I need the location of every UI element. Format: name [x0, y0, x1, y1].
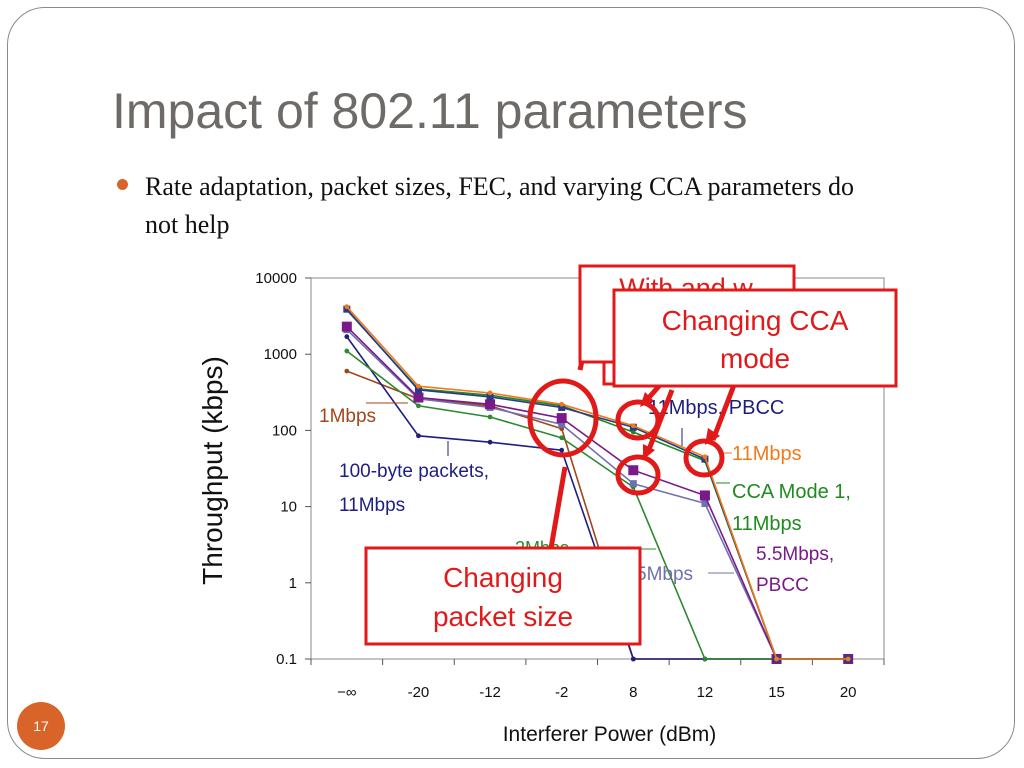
callout-arrow: [710, 384, 737, 441]
series-annotation: 11Mbps: [732, 513, 802, 535]
slide-frame: [7, 7, 1015, 759]
y-tick-label: 10: [280, 499, 297, 516]
highlight-circle: [527, 378, 599, 458]
x-tick-label: 8: [629, 684, 637, 701]
data-point: [702, 656, 708, 662]
callout-arrow: [546, 466, 568, 561]
data-point: [628, 465, 639, 476]
arrow-head: [705, 428, 720, 445]
series-annotation: 5Mbps: [636, 564, 693, 585]
data-point: [629, 480, 637, 488]
series-annotation: 11Mbps, PBCC: [648, 397, 784, 419]
data-point: [699, 490, 710, 501]
series-annotation: 11Mbps: [339, 495, 405, 516]
bullet-dot: [117, 179, 128, 190]
data-point: [416, 433, 421, 439]
series-line: [346, 350, 849, 660]
data-point: [341, 321, 352, 332]
x-tick-label: 15: [768, 684, 785, 701]
series-annotation: 5.5Mbps,: [756, 544, 834, 565]
series-line: [346, 326, 849, 660]
data-point: [344, 334, 350, 340]
callout-arrow: [645, 389, 675, 453]
data-point: [559, 447, 565, 453]
series-annotation: 11Mbps: [732, 443, 802, 465]
data-point: [630, 423, 636, 429]
data-point: [487, 414, 493, 420]
callout-cca-mode-line2: mode: [720, 343, 790, 374]
callout-cca-mode-line1: Changing CCA: [662, 305, 849, 336]
data-point: [413, 392, 424, 403]
arrow-head: [643, 444, 655, 460]
page-number-badge: 17: [17, 702, 65, 750]
x-axis-title: Interferer Power (dBm): [503, 723, 717, 746]
x-tick-label: 12: [697, 684, 714, 701]
highlight-circle: [683, 438, 725, 478]
data-point: [486, 393, 494, 401]
data-point: [344, 368, 350, 374]
data-point: [344, 304, 350, 310]
y-axis-title: Throughput (kbps): [197, 356, 228, 585]
x-tick-label: −∞: [337, 684, 357, 701]
y-tick-label: 10000: [255, 270, 297, 287]
bullet-text: Rate adaptation, packet sizes, FEC, and …: [145, 172, 855, 239]
data-point: [416, 403, 421, 409]
highlight-circle: [615, 454, 661, 496]
slide-title: Impact of 802.11 parameters: [112, 83, 748, 139]
data-point: [485, 399, 496, 410]
data-point: [487, 439, 493, 445]
x-tick-label: -2: [555, 684, 568, 701]
data-point: [344, 348, 350, 354]
data-point: [558, 420, 566, 428]
data-point: [559, 401, 565, 407]
data-point: [414, 386, 422, 394]
data-point: [630, 429, 636, 435]
arrow-head: [640, 392, 654, 407]
data-point: [343, 305, 351, 313]
y-tick-label: 1: [289, 575, 297, 592]
x-tick-label: -12: [479, 684, 501, 701]
callout-packet-size-box: [364, 546, 642, 646]
x-tick-label: 20: [840, 684, 857, 701]
data-point: [558, 403, 566, 411]
data-point: [845, 656, 851, 662]
callout-packet-size-line2: packet size: [433, 601, 573, 632]
data-point: [416, 383, 421, 389]
data-point: [630, 656, 636, 662]
series-annotation: CCA Mode 1,: [732, 481, 851, 503]
y-tick-label: 0.1: [276, 651, 297, 668]
series-annotation: 100-byte packets,: [339, 461, 489, 482]
y-tick-label: 1000: [264, 346, 297, 363]
data-point: [559, 435, 565, 441]
data-point: [487, 390, 493, 396]
data-point: [702, 454, 708, 460]
y-tick-label: 100: [272, 422, 297, 439]
data-point: [701, 499, 709, 507]
data-point: [774, 656, 779, 662]
data-point: [556, 413, 567, 424]
x-tick-label: -20: [408, 684, 430, 701]
callout-cca-mode-box: [612, 288, 898, 388]
series-annotation: PBCC: [756, 575, 809, 596]
series-annotation: 1Mbps: [319, 406, 376, 427]
callout-packet-size-line1: Changing: [443, 562, 563, 593]
